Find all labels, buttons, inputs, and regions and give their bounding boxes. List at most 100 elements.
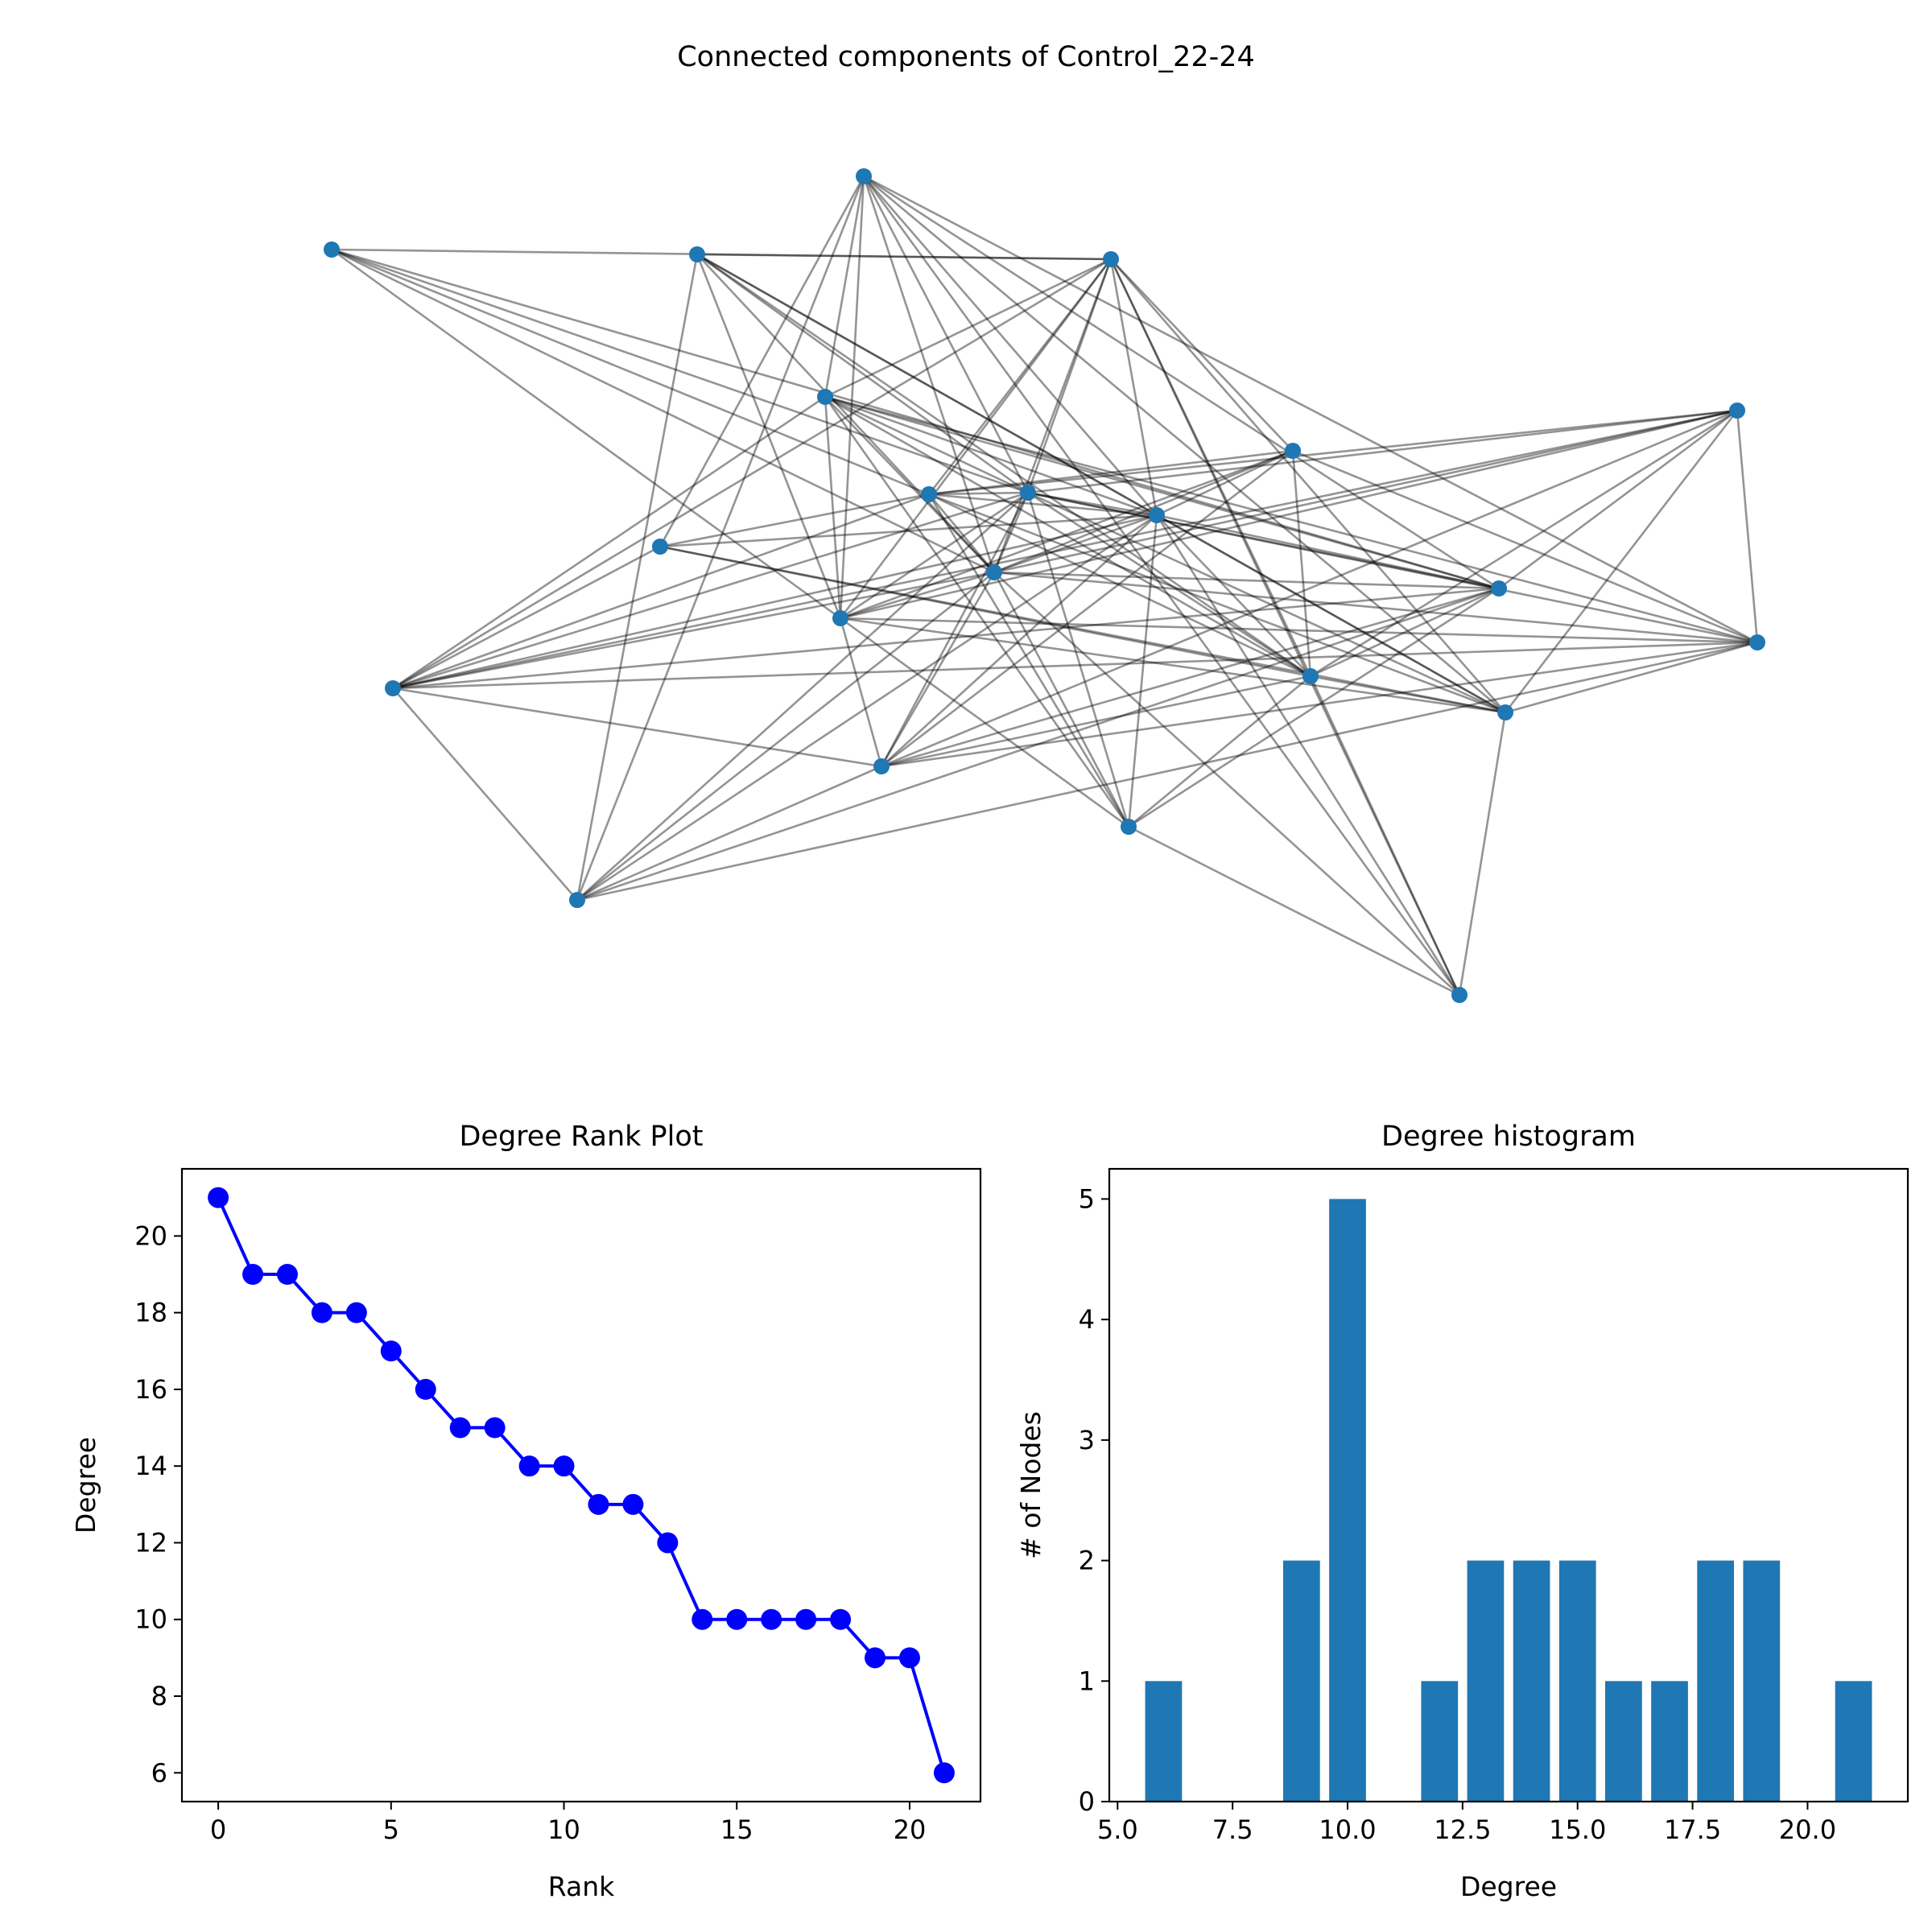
network-edge bbox=[928, 491, 1029, 496]
network-edge bbox=[824, 396, 1130, 828]
network-node bbox=[1497, 704, 1513, 720]
network-edge bbox=[1027, 491, 1500, 590]
network-node bbox=[1149, 507, 1165, 523]
network-edge bbox=[696, 253, 1158, 517]
rank-ytick-label: 10 bbox=[134, 1604, 167, 1635]
histogram-bar bbox=[1421, 1681, 1459, 1802]
network-edge bbox=[880, 572, 996, 767]
network-node bbox=[1285, 443, 1301, 459]
histogram-bar bbox=[1329, 1199, 1366, 1802]
network-edge bbox=[1155, 514, 1461, 996]
network-edge bbox=[928, 493, 1158, 517]
rank-point bbox=[449, 1417, 471, 1439]
network-edge bbox=[1292, 449, 1758, 644]
network-edge bbox=[1027, 409, 1738, 494]
histogram-ticks: 5.0 7.5 10.0 12.5 15.0 17.5 20.0 0 1 2 3 4 5 bbox=[1079, 1183, 1836, 1845]
network-node bbox=[1121, 819, 1137, 835]
network-edge bbox=[881, 514, 1158, 767]
network-node bbox=[873, 758, 890, 774]
network-edge bbox=[659, 545, 1506, 714]
network-edge bbox=[658, 175, 865, 547]
network-edge bbox=[1310, 409, 1738, 678]
rank-point bbox=[622, 1493, 644, 1515]
network-edge bbox=[659, 493, 930, 548]
histogram-xtick-label: 12.5 bbox=[1434, 1814, 1491, 1845]
network-edge bbox=[839, 175, 865, 619]
network-title: Connected components of Control_22-24 bbox=[677, 41, 1255, 73]
rank-point bbox=[553, 1455, 575, 1477]
network-edge bbox=[840, 617, 1506, 714]
network-edge bbox=[1310, 675, 1506, 714]
network-edge bbox=[392, 545, 661, 690]
network-edge bbox=[392, 641, 1758, 690]
network-edge bbox=[576, 587, 1500, 902]
network-edge bbox=[576, 641, 1758, 902]
rank-point bbox=[830, 1608, 852, 1630]
network-edge bbox=[1027, 491, 1311, 678]
network-edge bbox=[993, 572, 1460, 996]
network-edge bbox=[696, 253, 1506, 714]
rank-xtick-label: 10 bbox=[547, 1814, 580, 1845]
network-node bbox=[1729, 402, 1745, 419]
network-edge bbox=[993, 571, 1500, 590]
rank-plot-title: Degree Rank Plot bbox=[459, 1121, 703, 1153]
rank-xtick-label: 20 bbox=[894, 1814, 927, 1845]
rank-ytick-label: 16 bbox=[134, 1374, 167, 1405]
rank-xtick-label: 15 bbox=[720, 1814, 753, 1845]
rank-point bbox=[311, 1302, 332, 1323]
network-edge bbox=[993, 449, 1294, 574]
network-edge bbox=[1156, 514, 1311, 677]
histogram-bar bbox=[1605, 1681, 1642, 1802]
network-edge bbox=[331, 248, 1500, 590]
network-edge bbox=[862, 175, 996, 573]
network-edge bbox=[824, 258, 1112, 398]
network-node bbox=[1451, 987, 1468, 1003]
network-edge bbox=[993, 492, 1030, 573]
network-edge bbox=[881, 587, 1500, 768]
network-edge bbox=[576, 571, 995, 902]
rank-point bbox=[345, 1302, 367, 1323]
rank-point bbox=[795, 1608, 817, 1630]
network-edge bbox=[824, 395, 1500, 590]
histogram-bar bbox=[1513, 1560, 1550, 1802]
network-edge bbox=[880, 492, 1030, 767]
network-edge bbox=[1128, 675, 1311, 828]
network-edge bbox=[824, 396, 995, 573]
network-edge bbox=[331, 248, 1112, 261]
histogram-ytick-label: 3 bbox=[1079, 1425, 1095, 1455]
network-edge bbox=[881, 449, 1294, 768]
network-edge bbox=[993, 571, 1758, 644]
network-edge bbox=[659, 514, 1158, 548]
rank-plot-ticks: 0 5 10 15 20 6 8 10 12 14 16 18 20 bbox=[134, 1220, 926, 1845]
histogram-xtick-label: 10.0 bbox=[1319, 1814, 1376, 1845]
network-edge bbox=[1026, 258, 1113, 493]
histogram-xtick-label: 15.0 bbox=[1549, 1814, 1606, 1845]
network-edge bbox=[1027, 491, 1158, 517]
network-edge bbox=[1309, 675, 1461, 996]
network-edge bbox=[863, 175, 1758, 644]
network-edge bbox=[1156, 449, 1294, 517]
network-edge bbox=[993, 409, 1738, 574]
network-edge bbox=[1156, 514, 1500, 590]
network-edge bbox=[1109, 258, 1158, 516]
rank-point bbox=[933, 1762, 955, 1784]
network-node bbox=[921, 486, 937, 502]
rank-point bbox=[691, 1608, 713, 1630]
histogram-bars bbox=[1145, 1199, 1872, 1802]
network-edge bbox=[576, 254, 699, 901]
rank-point bbox=[898, 1647, 920, 1669]
rank-ytick-label: 14 bbox=[134, 1451, 167, 1481]
network-edge bbox=[696, 253, 1112, 261]
rank-point bbox=[484, 1417, 506, 1439]
histogram-bar bbox=[1467, 1560, 1505, 1802]
rank-plot-series bbox=[208, 1187, 955, 1784]
histogram-frame bbox=[1108, 1167, 1909, 1803]
network-edge bbox=[392, 395, 826, 690]
network-edges bbox=[331, 175, 1759, 997]
rank-point bbox=[657, 1532, 679, 1554]
network-edge bbox=[928, 493, 1311, 678]
histogram-xtick-label: 17.5 bbox=[1664, 1814, 1721, 1845]
network-node bbox=[324, 242, 340, 258]
histogram-bar bbox=[1651, 1681, 1688, 1802]
network-node bbox=[689, 246, 705, 262]
